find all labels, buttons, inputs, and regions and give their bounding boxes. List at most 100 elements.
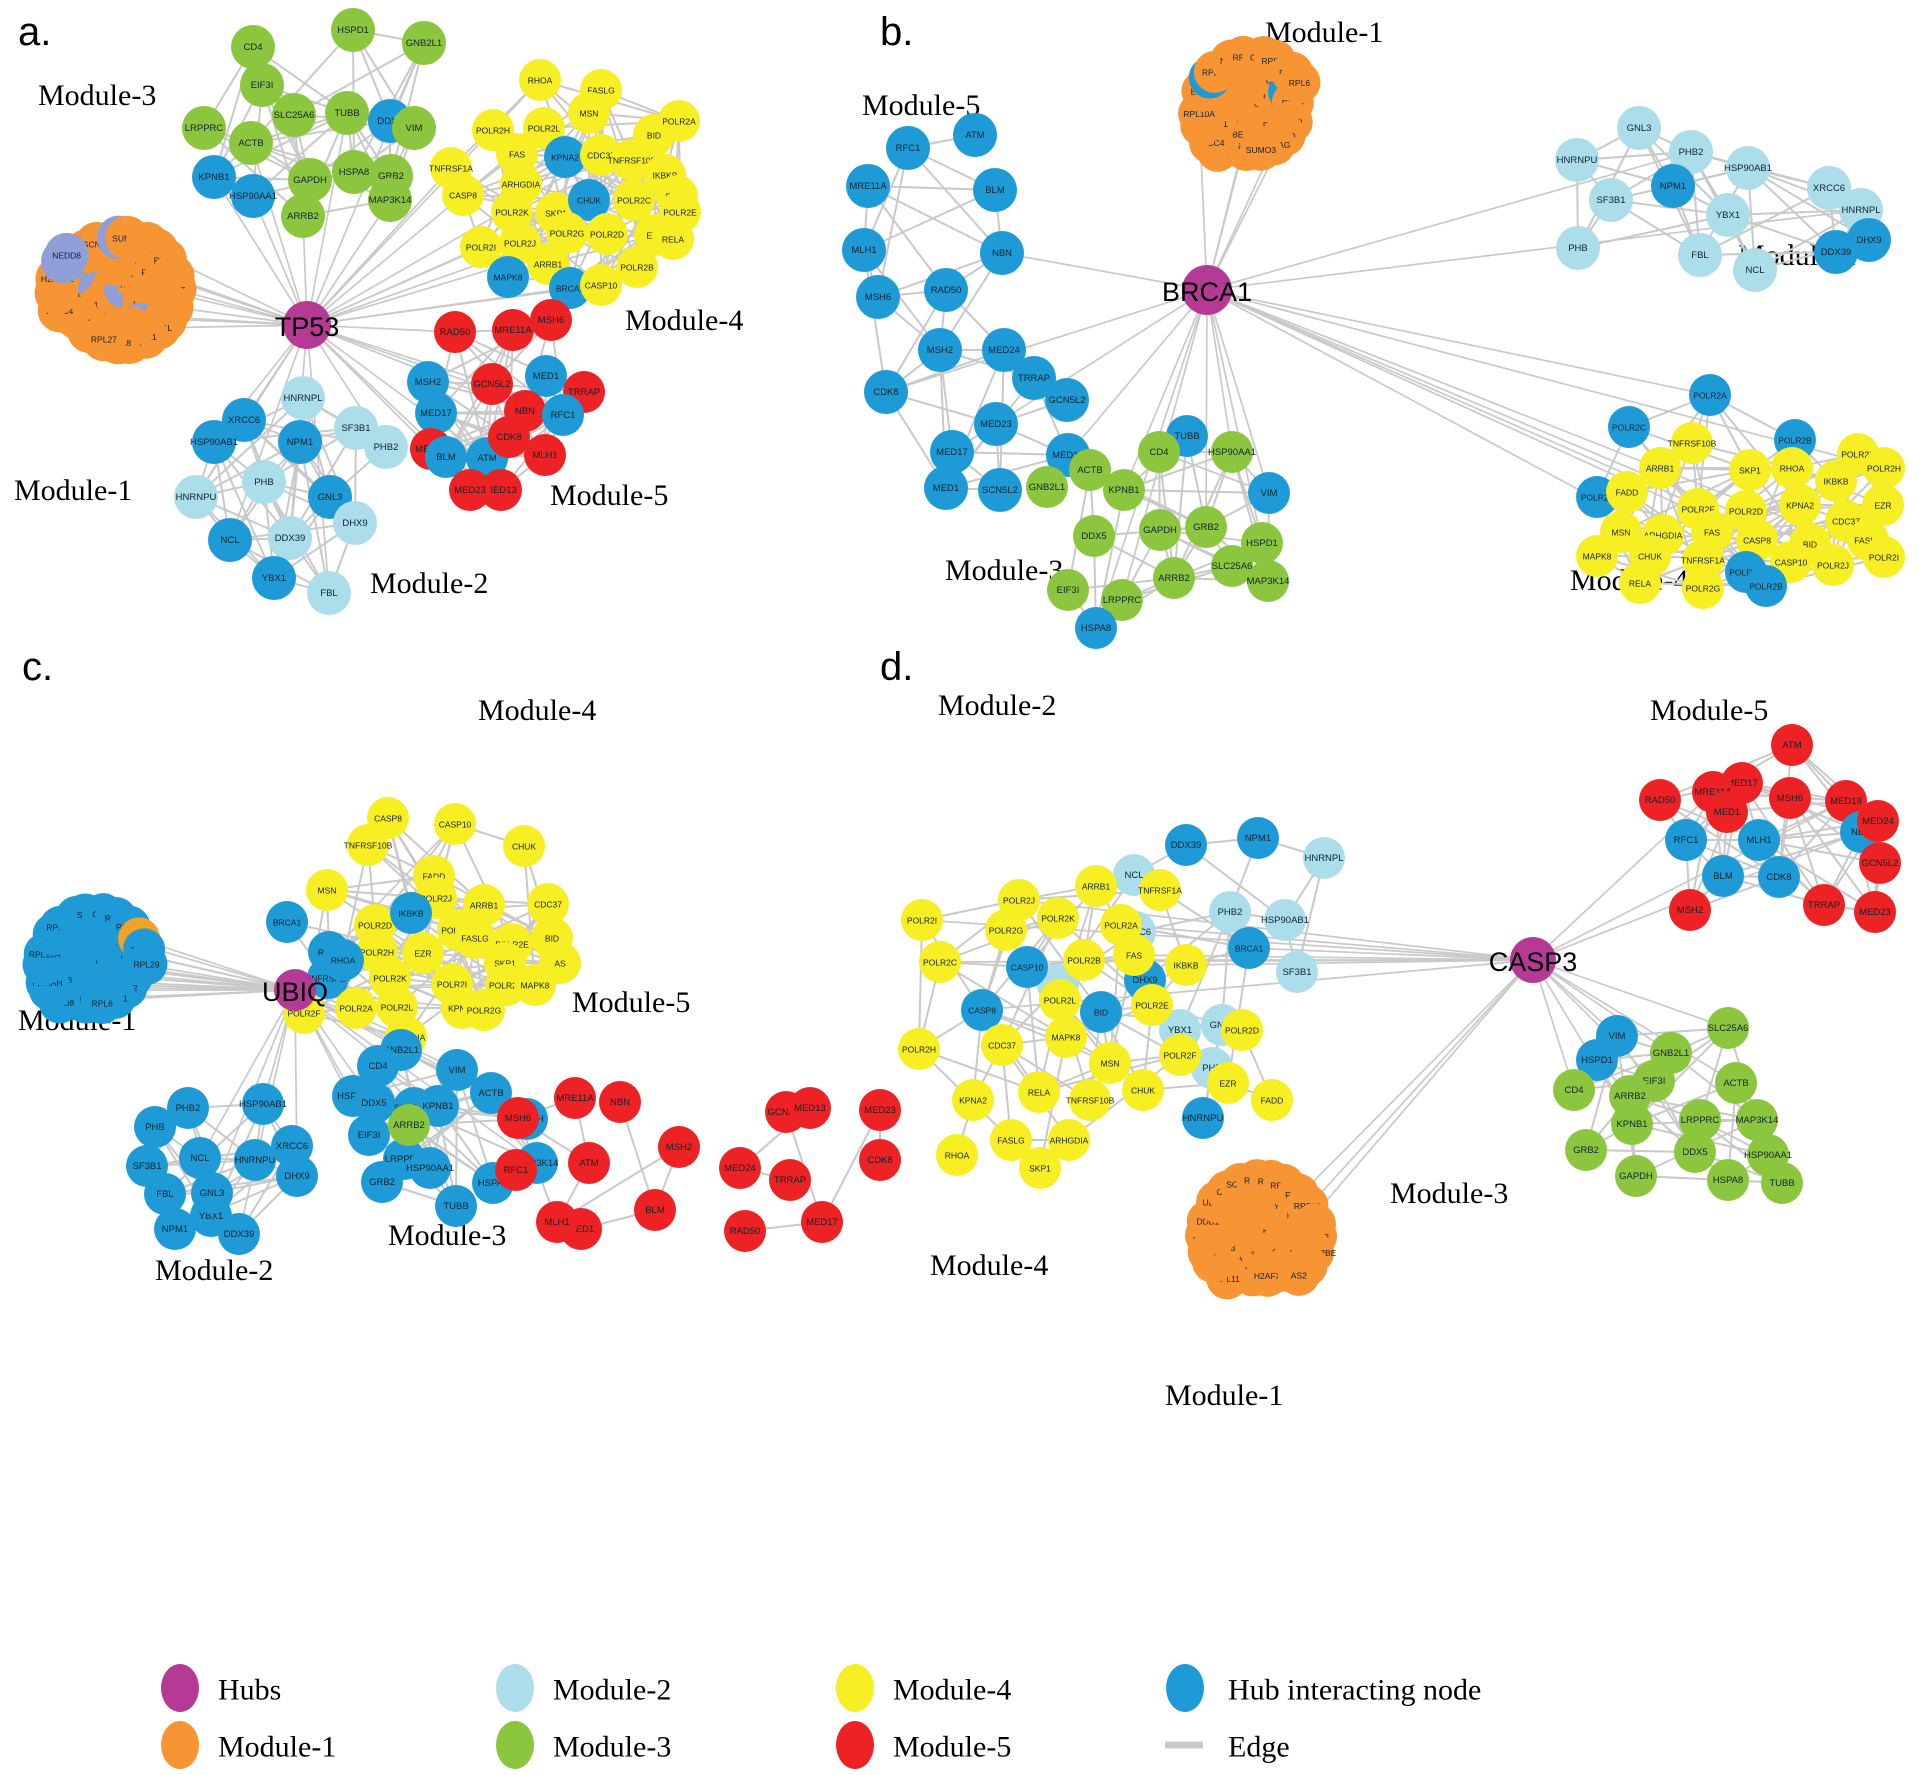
network-node[interactable] xyxy=(1248,472,1290,514)
network-node[interactable] xyxy=(364,425,408,469)
network-node[interactable] xyxy=(409,1147,451,1189)
network-node[interactable] xyxy=(973,168,1017,212)
network-node[interactable] xyxy=(1075,607,1117,649)
network-node[interactable] xyxy=(1619,562,1661,604)
network-node[interactable] xyxy=(1246,1254,1289,1297)
network-node[interactable] xyxy=(1671,422,1713,464)
network-node[interactable] xyxy=(611,139,653,181)
network-node[interactable] xyxy=(1139,509,1181,551)
network-node[interactable] xyxy=(1303,837,1345,879)
network-node[interactable] xyxy=(1264,899,1306,941)
network-node[interactable] xyxy=(1211,545,1253,587)
network-node[interactable] xyxy=(125,943,168,986)
network-node[interactable] xyxy=(306,869,348,911)
network-node[interactable] xyxy=(1207,1062,1249,1104)
network-node[interactable] xyxy=(388,1104,430,1146)
network-node[interactable] xyxy=(449,469,491,511)
network-node[interactable] xyxy=(392,106,436,150)
network-node[interactable] xyxy=(81,981,124,1024)
network-node[interactable] xyxy=(536,1201,578,1243)
network-node[interactable] xyxy=(1689,374,1731,416)
network-node[interactable] xyxy=(930,430,974,474)
network-node[interactable] xyxy=(1278,61,1321,104)
network-node[interactable] xyxy=(1247,560,1289,602)
network-node[interactable] xyxy=(348,1114,390,1156)
network-node[interactable] xyxy=(44,232,89,277)
network-node[interactable] xyxy=(454,917,496,959)
network-node[interactable] xyxy=(402,21,446,65)
network-node[interactable] xyxy=(1678,233,1722,277)
network-node[interactable] xyxy=(1211,431,1253,473)
network-node[interactable] xyxy=(470,1072,512,1114)
network-node[interactable] xyxy=(480,469,522,511)
network-node[interactable] xyxy=(1769,777,1811,819)
network-node[interactable] xyxy=(616,246,658,288)
network-node[interactable] xyxy=(1103,469,1145,511)
network-node[interactable] xyxy=(368,178,412,222)
network-node[interactable] xyxy=(1745,565,1787,607)
network-node[interactable] xyxy=(325,91,369,135)
network-node[interactable] xyxy=(1185,506,1227,548)
network-node[interactable] xyxy=(333,501,377,545)
network-node[interactable] xyxy=(1237,817,1279,859)
network-node[interactable] xyxy=(524,434,566,476)
network-node[interactable] xyxy=(990,1119,1032,1161)
network-node[interactable] xyxy=(1815,460,1857,502)
network-node[interactable] xyxy=(1006,946,1048,988)
network-node[interactable] xyxy=(463,884,505,926)
network-node[interactable] xyxy=(487,256,529,298)
network-node[interactable] xyxy=(1182,1097,1224,1139)
network-node[interactable] xyxy=(1138,431,1180,473)
network-node[interactable] xyxy=(435,1185,477,1227)
network-node[interactable] xyxy=(208,518,252,562)
network-node[interactable] xyxy=(846,164,890,208)
network-node[interactable] xyxy=(1239,128,1282,171)
network-node[interactable] xyxy=(1707,1007,1749,1049)
network-node[interactable] xyxy=(425,436,467,478)
network-node[interactable] xyxy=(859,1089,901,1131)
network-node[interactable] xyxy=(523,107,565,149)
network-node[interactable] xyxy=(789,1087,831,1129)
network-node[interactable] xyxy=(495,1149,537,1191)
network-node[interactable] xyxy=(1101,579,1143,621)
network-node[interactable] xyxy=(658,100,700,142)
network-node[interactable] xyxy=(1854,891,1896,933)
network-node[interactable] xyxy=(842,228,886,272)
network-node[interactable] xyxy=(242,460,286,504)
network-node[interactable] xyxy=(1047,569,1089,611)
network-node[interactable] xyxy=(1241,522,1283,564)
network-node[interactable] xyxy=(492,309,534,351)
network-node[interactable] xyxy=(1733,248,1777,292)
network-node[interactable] xyxy=(546,212,588,254)
network-node[interactable] xyxy=(415,392,457,434)
network-node[interactable] xyxy=(81,317,126,362)
network-node[interactable] xyxy=(1073,515,1115,557)
network-node[interactable] xyxy=(901,899,943,941)
network-node[interactable] xyxy=(390,892,432,934)
network-node[interactable] xyxy=(1012,356,1056,400)
network-node[interactable] xyxy=(1706,791,1748,833)
network-node[interactable] xyxy=(332,150,376,194)
network-node[interactable] xyxy=(1857,800,1899,842)
network-node[interactable] xyxy=(192,420,236,464)
network-node[interactable] xyxy=(952,1079,994,1121)
network-node[interactable] xyxy=(549,267,591,309)
network-node[interactable] xyxy=(864,370,908,414)
network-node[interactable] xyxy=(1045,378,1089,422)
network-node[interactable] xyxy=(769,1159,811,1201)
network-node[interactable] xyxy=(442,174,484,216)
network-node[interactable] xyxy=(278,420,322,464)
network-node[interactable] xyxy=(652,218,694,260)
network-node[interactable] xyxy=(174,475,218,519)
network-node[interactable] xyxy=(179,1137,221,1179)
network-node[interactable] xyxy=(357,1045,399,1087)
network-node[interactable] xyxy=(1761,1162,1803,1204)
network-node[interactable] xyxy=(1679,1099,1721,1141)
panel-c-hub-node[interactable] xyxy=(274,969,316,1011)
panel-d-hub-node[interactable] xyxy=(1510,937,1556,983)
network-node[interactable] xyxy=(231,174,275,218)
network-node[interactable] xyxy=(1159,1034,1201,1076)
network-node[interactable] xyxy=(218,1213,260,1255)
network-node[interactable] xyxy=(982,328,1026,372)
network-node[interactable] xyxy=(268,516,312,560)
